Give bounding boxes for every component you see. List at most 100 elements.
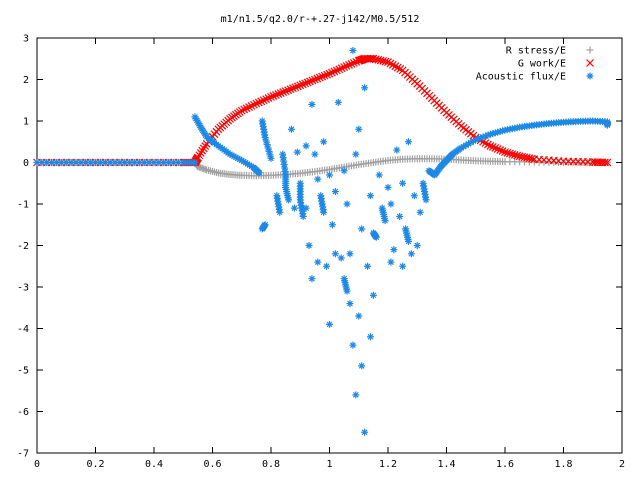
- x-tick-label: 2: [619, 459, 625, 470]
- data-point: [306, 77, 314, 86]
- data-point: [601, 158, 609, 167]
- data-point: [264, 94, 273, 102]
- series-3: [33, 46, 611, 436]
- x-axis: 0 0.2 0.4 0.6 0.8 1 1.2 1.4 1.6 1.8 2: [34, 38, 625, 470]
- data-point: [396, 212, 404, 220]
- data-point: [291, 83, 300, 92]
- data-point: [285, 196, 293, 204]
- data-point: [314, 175, 322, 183]
- data-point: [390, 246, 398, 254]
- data-point: [308, 76, 317, 85]
- data-point: [337, 64, 346, 73]
- data-point: [326, 320, 333, 328]
- legend: R stress/E G work/E Acoustic flux/E: [476, 46, 594, 83]
- data-point: [267, 93, 275, 101]
- y-tick-label: -3: [17, 283, 29, 294]
- data-point: [298, 80, 307, 89]
- data-point: [331, 250, 339, 258]
- data-point: [335, 65, 344, 74]
- data-point: [508, 150, 517, 159]
- data-point: [527, 154, 536, 163]
- data-point: [293, 148, 301, 156]
- y-tick-label: -5: [17, 366, 29, 377]
- y-tick-label: 1: [23, 117, 29, 128]
- data-point: [387, 200, 395, 208]
- data-point: [308, 100, 316, 108]
- data-point: [38, 159, 46, 166]
- data-point: [366, 192, 374, 200]
- data-point: [486, 141, 495, 150]
- data-point: [345, 61, 353, 69]
- x-tick-label: 1: [326, 459, 332, 470]
- data-point: [404, 138, 412, 146]
- y-tick-label: -7: [17, 449, 29, 460]
- data-point: [240, 105, 249, 114]
- x-tick-label: 0.2: [86, 459, 104, 470]
- data-point: [372, 233, 380, 241]
- data-point: [311, 150, 319, 158]
- data-point: [603, 121, 611, 129]
- data-point: [340, 167, 348, 175]
- data-point: [387, 258, 395, 266]
- data-point: [332, 66, 341, 75]
- data-point: [355, 312, 363, 320]
- data-point: [384, 183, 392, 191]
- data-point: [346, 250, 354, 258]
- legend-label: G work/E: [518, 59, 566, 70]
- data-point: [399, 179, 407, 187]
- data-point: [410, 192, 418, 200]
- data-point: [286, 85, 295, 94]
- data-point: [259, 96, 268, 105]
- data-point: [349, 58, 358, 67]
- data-point: [271, 91, 280, 99]
- data-point: [242, 104, 251, 113]
- data-point: [498, 147, 507, 156]
- data-point: [326, 171, 333, 179]
- data-point: [346, 300, 354, 308]
- data-point: [310, 75, 319, 84]
- data-point: [261, 221, 269, 229]
- y-tick-label: -2: [17, 241, 29, 252]
- data-point: [296, 81, 305, 90]
- y-tick-label: 2: [23, 75, 29, 86]
- data-point: [274, 90, 283, 98]
- data-point: [513, 151, 522, 160]
- data-point: [366, 333, 374, 341]
- data-point: [254, 98, 263, 107]
- data-point: [371, 55, 380, 64]
- x-tick-label: 1.2: [379, 459, 397, 470]
- data-point: [302, 142, 310, 150]
- legend-label: Acoustic flux/E: [476, 72, 566, 83]
- data-point: [361, 84, 369, 92]
- x-tick-label: 0: [34, 459, 40, 470]
- data-point: [369, 54, 378, 63]
- data-point: [358, 362, 366, 370]
- chart-title: m1/n1.5/q2.0/r-+.27-j142/M0.5/512: [221, 14, 420, 25]
- legend-label: R stress/E: [506, 46, 566, 57]
- data-point: [289, 84, 297, 93]
- legend-marker: [586, 59, 594, 67]
- data-point: [374, 55, 383, 64]
- data-point: [349, 46, 357, 54]
- y-tick-label: -6: [17, 407, 29, 418]
- data-point: [267, 154, 275, 162]
- y-tick-label: 0: [23, 158, 29, 169]
- data-point: [305, 242, 313, 249]
- data-point: [352, 150, 360, 158]
- data-point: [284, 86, 292, 95]
- data-point: [281, 87, 290, 96]
- data-point: [381, 217, 389, 225]
- data-point: [303, 78, 312, 87]
- x-tick-label: 0.4: [145, 459, 163, 470]
- series-layer: [33, 46, 612, 436]
- data-point: [250, 100, 258, 109]
- data-point: [252, 99, 261, 108]
- data-point: [301, 79, 310, 88]
- data-point: [375, 171, 383, 179]
- data-point: [381, 57, 390, 66]
- data-point: [279, 88, 288, 97]
- data-point: [343, 287, 351, 295]
- data-point: [496, 146, 505, 154]
- data-point: [603, 158, 612, 167]
